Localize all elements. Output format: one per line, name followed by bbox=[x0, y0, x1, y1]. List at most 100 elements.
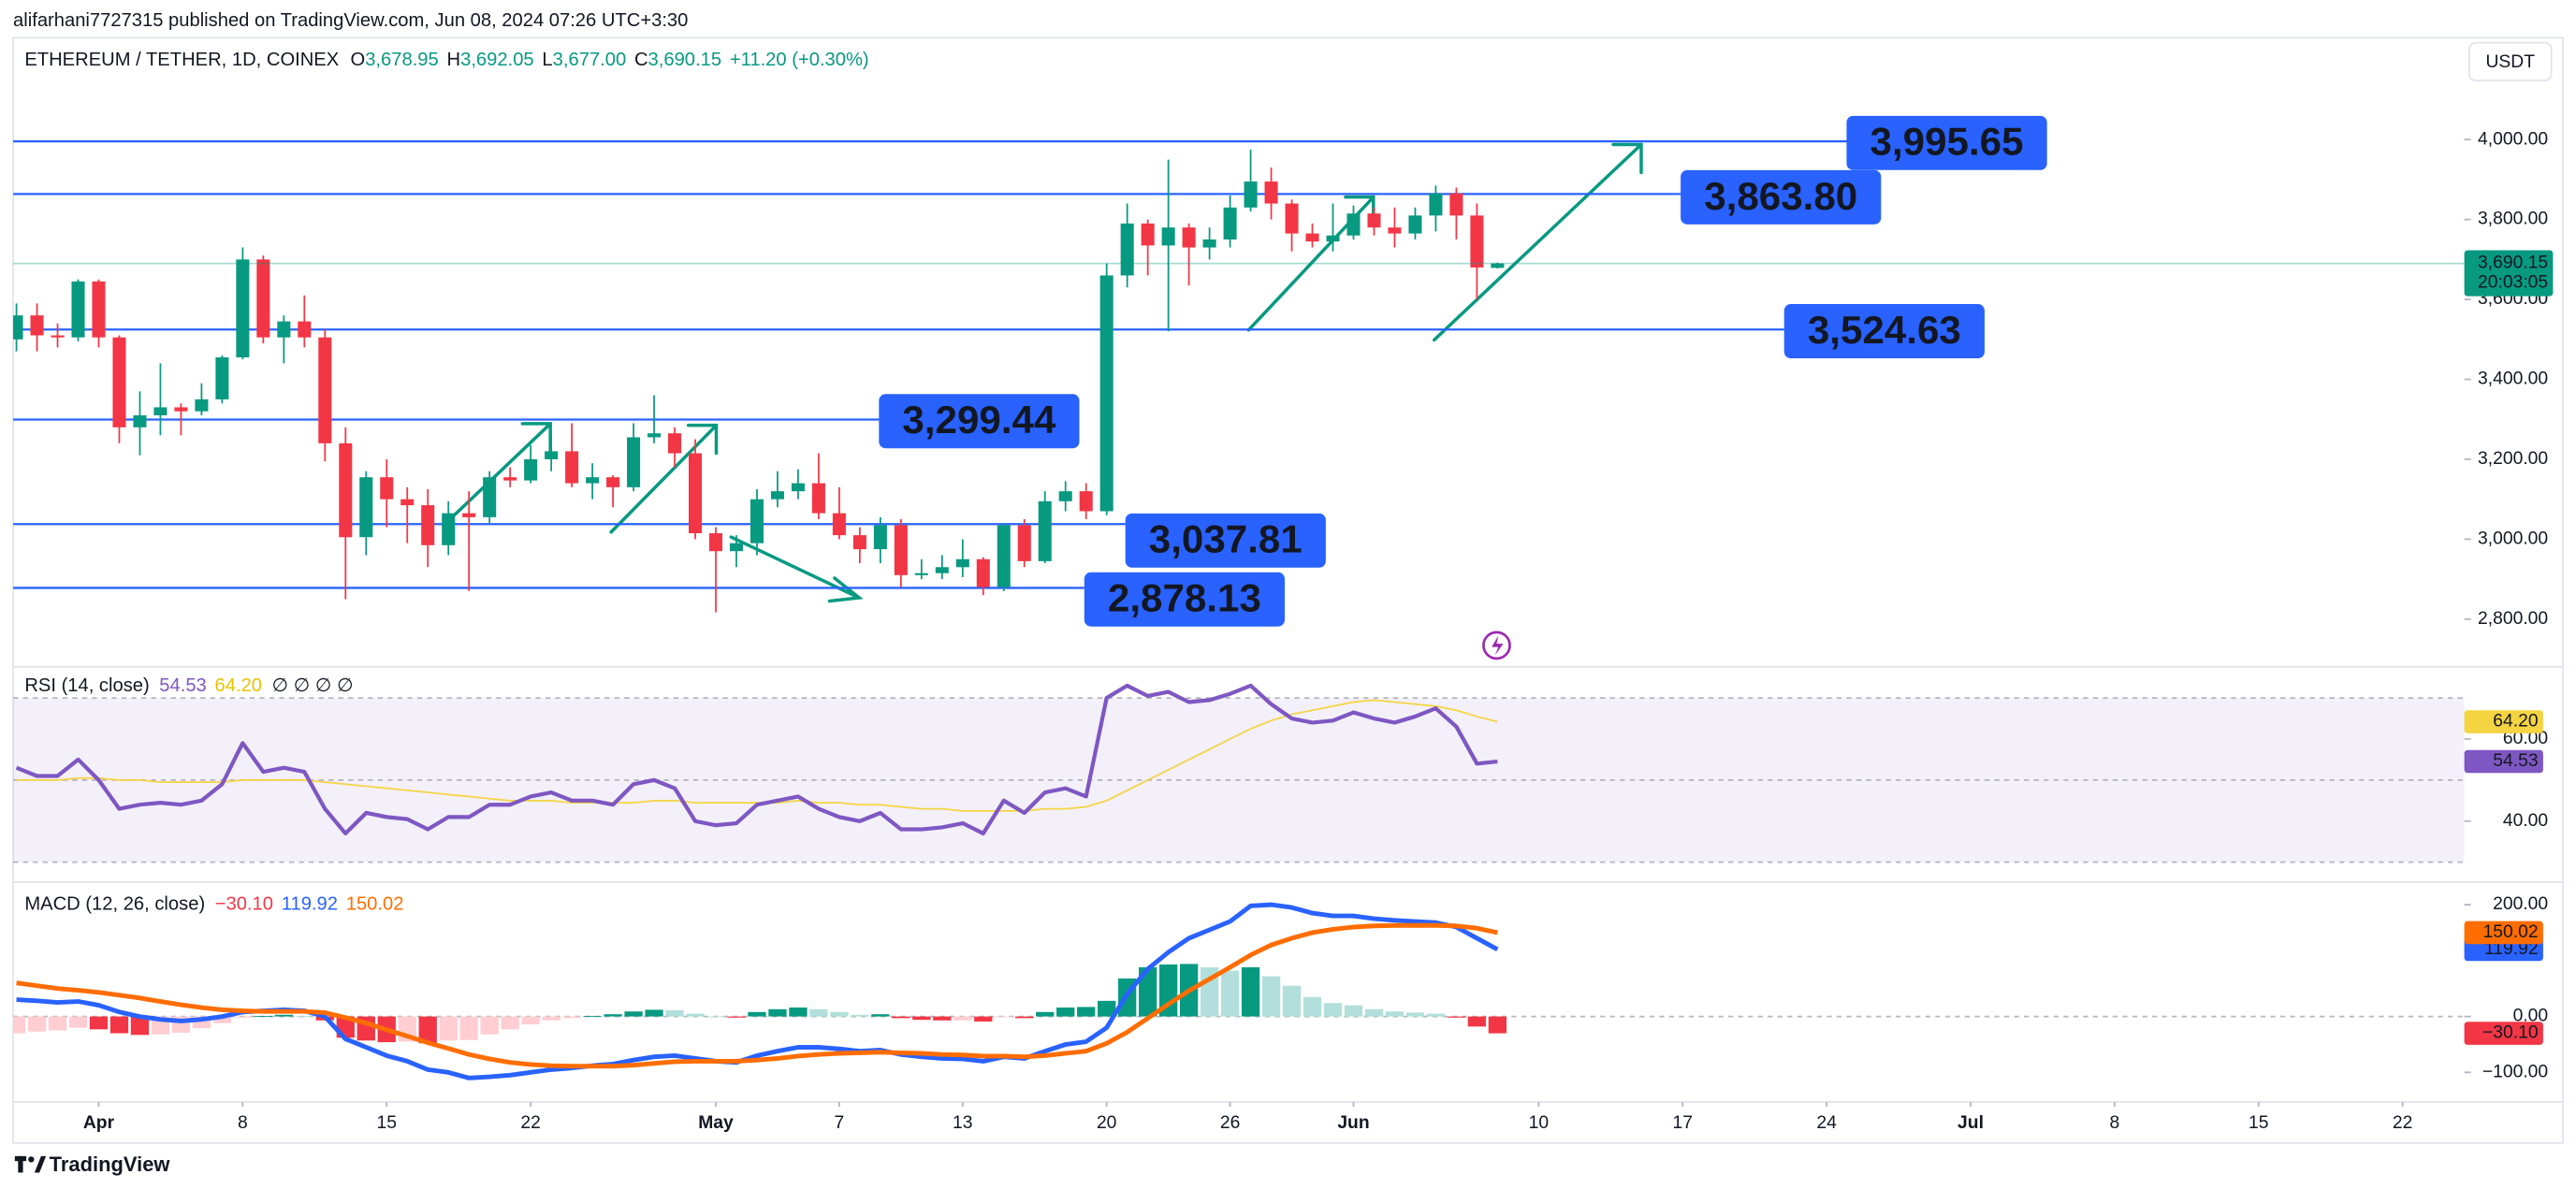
histogram-bar bbox=[1426, 1013, 1446, 1017]
macd-badge-label: 150.02 bbox=[2483, 922, 2539, 942]
rsi-legend: RSI (14, close) 54.53 64.20 ∅ ∅ ∅ ∅ bbox=[24, 675, 353, 696]
histogram-bar bbox=[851, 1014, 869, 1017]
candle-body bbox=[13, 315, 23, 340]
x-tick-label: 8 bbox=[2110, 1113, 2120, 1133]
macd-badge-label: 119.92 bbox=[2484, 939, 2539, 959]
symbol: ETHEREUM / TETHER, 1D, COINEX bbox=[24, 50, 339, 70]
ohlc-key: L bbox=[542, 50, 552, 70]
candle-body bbox=[174, 407, 188, 412]
candle-body bbox=[421, 505, 435, 545]
candle-body bbox=[298, 321, 312, 338]
candle-body bbox=[30, 315, 44, 336]
candle-body bbox=[1202, 239, 1216, 248]
histogram-bar bbox=[274, 1014, 294, 1017]
candle-body bbox=[1099, 275, 1113, 512]
histogram-bar bbox=[212, 1016, 232, 1023]
histogram-bar bbox=[1385, 1011, 1404, 1017]
x-tick-label: May bbox=[698, 1113, 734, 1133]
x-tick-label: 15 bbox=[2249, 1113, 2268, 1133]
ohlc-value: 3,690.15 bbox=[648, 50, 722, 70]
histogram-bar bbox=[48, 1016, 67, 1031]
histogram-bar bbox=[1261, 976, 1281, 1017]
candle-body bbox=[1264, 181, 1278, 204]
histogram-bar bbox=[686, 1013, 705, 1017]
candle-body bbox=[627, 437, 641, 487]
x-tick-label: 24 bbox=[1816, 1113, 1837, 1133]
level-box bbox=[1125, 513, 1326, 568]
histogram-bar bbox=[459, 1016, 478, 1040]
candle-body bbox=[1223, 207, 1237, 240]
ohlc-key: C bbox=[634, 50, 648, 70]
ohlc-value: 3,678.95 bbox=[365, 50, 439, 70]
level-label: 3,995.65 bbox=[1870, 120, 2024, 164]
ohlc-key: O bbox=[351, 50, 366, 70]
candle-body bbox=[503, 477, 517, 481]
histogram-bar bbox=[89, 1016, 109, 1030]
candle-body bbox=[71, 281, 85, 338]
candle-body bbox=[1346, 213, 1361, 236]
candle-body bbox=[1161, 227, 1175, 246]
candle-body bbox=[92, 281, 106, 338]
y-tick-label: 60.00 bbox=[2503, 729, 2548, 748]
chart-frame bbox=[12, 36, 2564, 1144]
candle-body bbox=[1120, 223, 1134, 276]
candle-body bbox=[955, 558, 969, 568]
candle-body bbox=[462, 513, 476, 517]
rsi-badge-label: 64.20 bbox=[2493, 712, 2538, 732]
candle-body bbox=[1429, 193, 1443, 216]
currency-button[interactable] bbox=[2467, 41, 2553, 81]
ohlc-key: H bbox=[447, 50, 461, 70]
candle-body bbox=[359, 477, 373, 538]
arrow bbox=[1433, 142, 1643, 342]
rsi-badge bbox=[2464, 749, 2543, 774]
histogram-bar bbox=[542, 1016, 560, 1021]
last-price-badge bbox=[2464, 250, 2554, 297]
candle-body bbox=[668, 433, 682, 454]
candle-body bbox=[1058, 491, 1072, 501]
candle-body bbox=[1449, 193, 1463, 216]
histogram-bar bbox=[995, 1016, 1013, 1018]
histogram-bar bbox=[1344, 1005, 1363, 1017]
ohlc-value: 3,677.00 bbox=[553, 50, 627, 70]
y-tick-label: 3,200.00 bbox=[2478, 449, 2548, 469]
histogram-bar bbox=[604, 1014, 622, 1017]
rsi-title: RSI (14, close) bbox=[24, 675, 149, 696]
candle-body bbox=[976, 558, 990, 587]
histogram-bar bbox=[1015, 1016, 1034, 1019]
candle-body bbox=[852, 535, 866, 550]
y-tick-label: 3,800.00 bbox=[2478, 210, 2548, 229]
rsi-line bbox=[15, 683, 1498, 836]
y-tick-label: 2,800.00 bbox=[2478, 609, 2548, 629]
candle-body bbox=[318, 337, 332, 443]
histogram-bar bbox=[953, 1016, 972, 1021]
histogram-bar bbox=[583, 1015, 602, 1017]
rsi-badge-label: 54.53 bbox=[2493, 751, 2538, 771]
macd-legend: MACD (12, 26, close) −30.10 119.92 150.02 bbox=[24, 894, 403, 915]
histogram-bar bbox=[1036, 1011, 1055, 1017]
candle-body bbox=[545, 451, 559, 459]
histogram-bar bbox=[130, 1016, 150, 1036]
x-tick-label: 22 bbox=[520, 1113, 540, 1133]
candle-body bbox=[1408, 215, 1422, 234]
publisher: alifarhani7727315 published on TradingVi… bbox=[13, 10, 688, 31]
histogram-bar bbox=[501, 1016, 519, 1030]
candle-body bbox=[648, 433, 662, 438]
x-tick-label: 20 bbox=[1097, 1113, 1116, 1133]
candle-body bbox=[1388, 227, 1402, 234]
candle-body bbox=[811, 483, 825, 514]
histogram-bar bbox=[1220, 970, 1240, 1017]
candle-body bbox=[1491, 263, 1505, 268]
candle-body bbox=[935, 567, 949, 573]
histogram-bar bbox=[1467, 1016, 1487, 1027]
currency-label[interactable]: USDT bbox=[2486, 52, 2536, 72]
candle-body bbox=[894, 525, 908, 575]
macd-badge bbox=[2464, 921, 2543, 945]
level-box bbox=[1681, 169, 1882, 225]
y-tick-label: 40.00 bbox=[2503, 811, 2548, 831]
level-label: 3,037.81 bbox=[1149, 517, 1303, 561]
macd-title: MACD (12, 26, close) bbox=[24, 894, 205, 915]
histogram-bar bbox=[624, 1011, 643, 1017]
histogram-bar bbox=[418, 1016, 437, 1044]
histogram-bar bbox=[1323, 1003, 1343, 1017]
